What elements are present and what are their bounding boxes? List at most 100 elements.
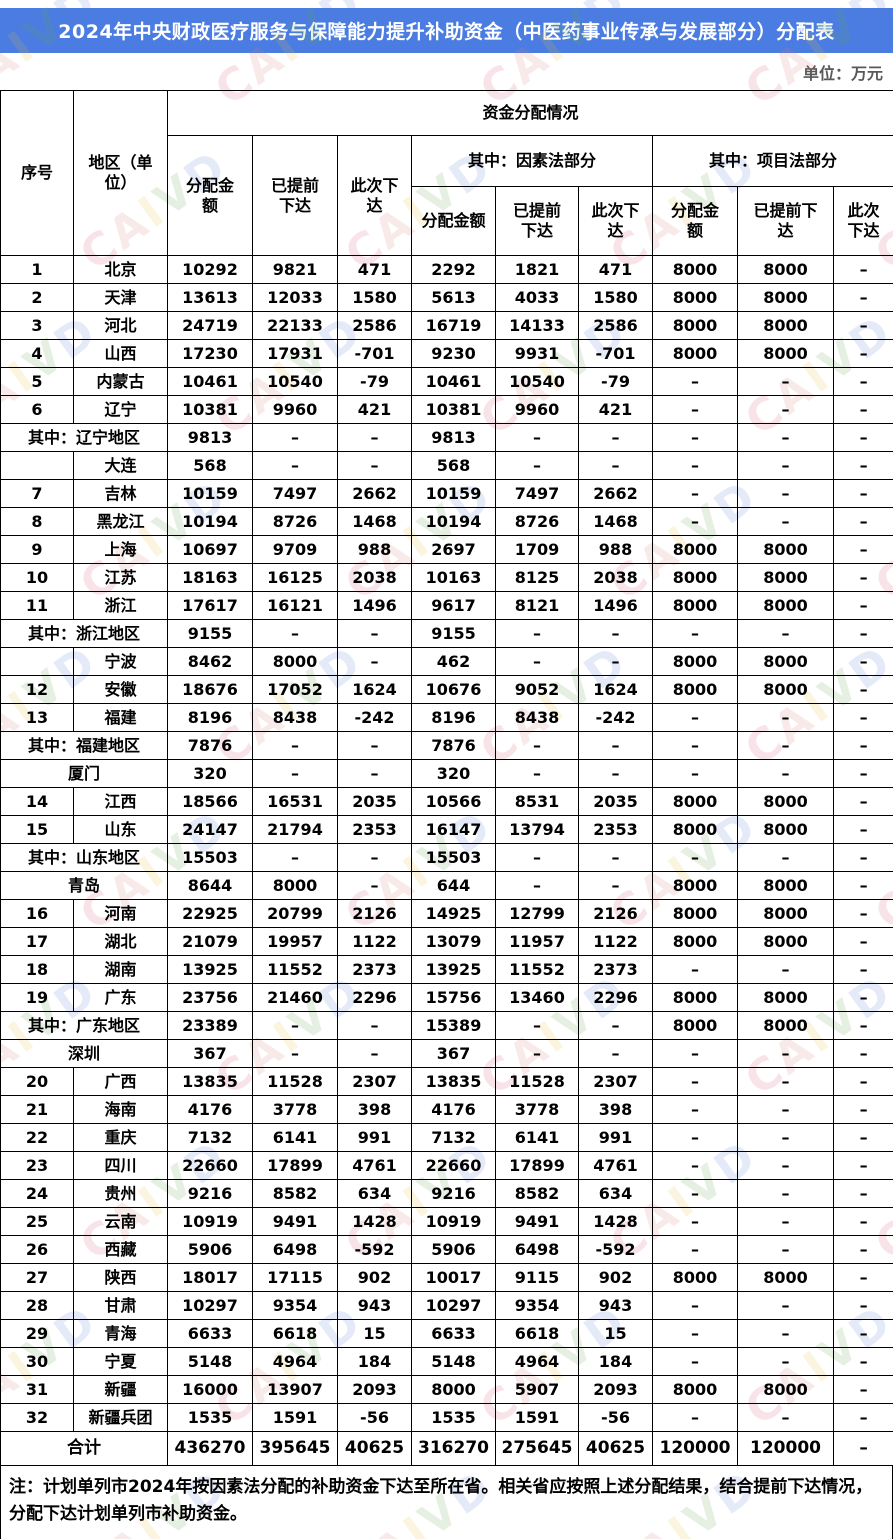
table-row: 12 安徽 18676 17052 1624 10676 9052 1624 8000 8000– — [0, 675, 893, 704]
value-cell: – — [737, 367, 834, 396]
city-label-cell: 深圳 — [0, 1039, 168, 1068]
value-cell: 184 — [578, 1347, 653, 1376]
value-cell: 1535 — [411, 1403, 496, 1432]
value-cell: 17931 — [252, 339, 338, 368]
seq-cell: 28 — [0, 1291, 74, 1320]
value-cell: 7132 — [167, 1123, 253, 1152]
seq-cell: 1 — [0, 255, 74, 284]
value-cell: 13079 — [411, 927, 496, 956]
value-cell: 2586 — [578, 311, 653, 340]
value-cell: 8000 — [737, 983, 834, 1012]
value-cell: 1122 — [578, 927, 653, 956]
value-cell: 11552 — [252, 955, 338, 984]
value-cell: – — [832, 535, 893, 564]
value-cell: 2307 — [337, 1067, 412, 1096]
value-cell: 9709 — [252, 535, 338, 564]
value-cell: 10194 — [167, 507, 253, 536]
page-title: 2024年中央财政医疗服务与保障能力提升补助资金（中医药事业传承与发展部分）分配… — [0, 8, 893, 53]
value-cell: – — [832, 395, 893, 424]
value-cell: – — [578, 619, 653, 648]
value-cell: – — [652, 1235, 738, 1264]
value-cell: – — [832, 675, 893, 704]
value-cell: – — [832, 731, 893, 760]
value-cell: 3778 — [252, 1095, 338, 1124]
seq-cell: 9 — [0, 535, 74, 564]
value-cell: – — [832, 983, 893, 1012]
value-cell: 16000 — [167, 1375, 253, 1404]
table-row: 1 北京 10292 9821 471 2292 1821 471 8000 8000– — [0, 255, 893, 284]
value-cell: – — [252, 759, 338, 788]
total-value-cell: 40625 — [337, 1431, 412, 1466]
value-cell: – — [652, 1179, 738, 1208]
value-cell: – — [832, 899, 893, 928]
value-cell: – — [252, 843, 338, 872]
value-cell: 22133 — [252, 311, 338, 340]
value-cell: – — [652, 955, 738, 984]
value-cell: – — [832, 703, 893, 732]
value-cell: 634 — [578, 1179, 653, 1208]
value-cell: – — [578, 451, 653, 480]
value-cell: 18017 — [167, 1263, 253, 1292]
value-cell: 5906 — [167, 1235, 253, 1264]
value-cell: 568 — [411, 451, 496, 480]
value-cell: – — [737, 451, 834, 480]
seq-cell: 31 — [0, 1375, 74, 1404]
seq-cell: 2 — [0, 283, 74, 312]
value-cell: 8000 — [652, 339, 738, 368]
value-cell: 19957 — [252, 927, 338, 956]
value-cell: – — [832, 1319, 893, 1348]
seq-cell: 10 — [0, 563, 74, 592]
value-cell: 320 — [411, 759, 496, 788]
value-cell: 23756 — [167, 983, 253, 1012]
region-cell: 山东 — [73, 815, 168, 844]
value-cell: 367 — [411, 1039, 496, 1068]
seq-cell: 4 — [0, 339, 74, 368]
value-cell: 6633 — [411, 1319, 496, 1348]
value-cell: – — [578, 1011, 653, 1040]
value-cell: 17617 — [167, 591, 253, 620]
table-row: 27 陕西 18017 17115 902 10017 9115 902 8000 8000– — [0, 1263, 893, 1292]
value-cell: 10297 — [411, 1291, 496, 1320]
region-cell: 天津 — [73, 283, 168, 312]
table-row: 22 重庆 7132 6141 991 7132 6141 991– – – — [0, 1123, 893, 1152]
value-cell: – — [495, 1039, 579, 1068]
value-cell: 5907 — [495, 1375, 579, 1404]
value-cell: 9216 — [411, 1179, 496, 1208]
value-cell: 9617 — [411, 591, 496, 620]
region-cell: 贵州 — [73, 1179, 168, 1208]
value-cell: 2373 — [337, 955, 412, 984]
table-row: 厦门 320– –320– – – – – — [0, 759, 893, 788]
seq-cell: 22 — [0, 1123, 74, 1152]
value-cell: – — [832, 563, 893, 592]
region-cell: 新疆兵团 — [73, 1403, 168, 1432]
seq-cell: 13 — [0, 703, 74, 732]
value-cell: – — [737, 619, 834, 648]
seq-cell: 15 — [0, 815, 74, 844]
table-row: 4 山西 17230 17931 -701 9230 9931 -701 8000 8000– — [0, 339, 893, 368]
header-group-factor: 其中：因素法部分 — [411, 135, 653, 187]
value-cell: 11528 — [495, 1067, 579, 1096]
value-cell: – — [652, 1123, 738, 1152]
value-cell: – — [737, 759, 834, 788]
region-cell: 陕西 — [73, 1263, 168, 1292]
total-value-cell: 120000 — [652, 1431, 738, 1466]
value-cell: 8000 — [737, 815, 834, 844]
value-cell: 13835 — [167, 1067, 253, 1096]
value-cell: – — [252, 731, 338, 760]
region-cell: 宁夏 — [73, 1347, 168, 1376]
value-cell: – — [652, 1207, 738, 1236]
header-group-project: 其中：项目法部分 — [651, 135, 893, 187]
value-cell: 8000 — [652, 983, 738, 1012]
header-project-alloc: 分配金额 — [652, 186, 738, 256]
value-cell: 15756 — [411, 983, 496, 1012]
value-cell: – — [832, 955, 893, 984]
value-cell: – — [652, 1319, 738, 1348]
value-cell: 988 — [578, 535, 653, 564]
value-cell: 8000 — [737, 339, 834, 368]
value-cell: 8000 — [737, 1375, 834, 1404]
value-cell: – — [495, 423, 579, 452]
value-cell: 2662 — [578, 479, 653, 508]
value-cell: 10159 — [167, 479, 253, 508]
value-cell: 421 — [337, 395, 412, 424]
value-cell: 9813 — [411, 423, 496, 452]
